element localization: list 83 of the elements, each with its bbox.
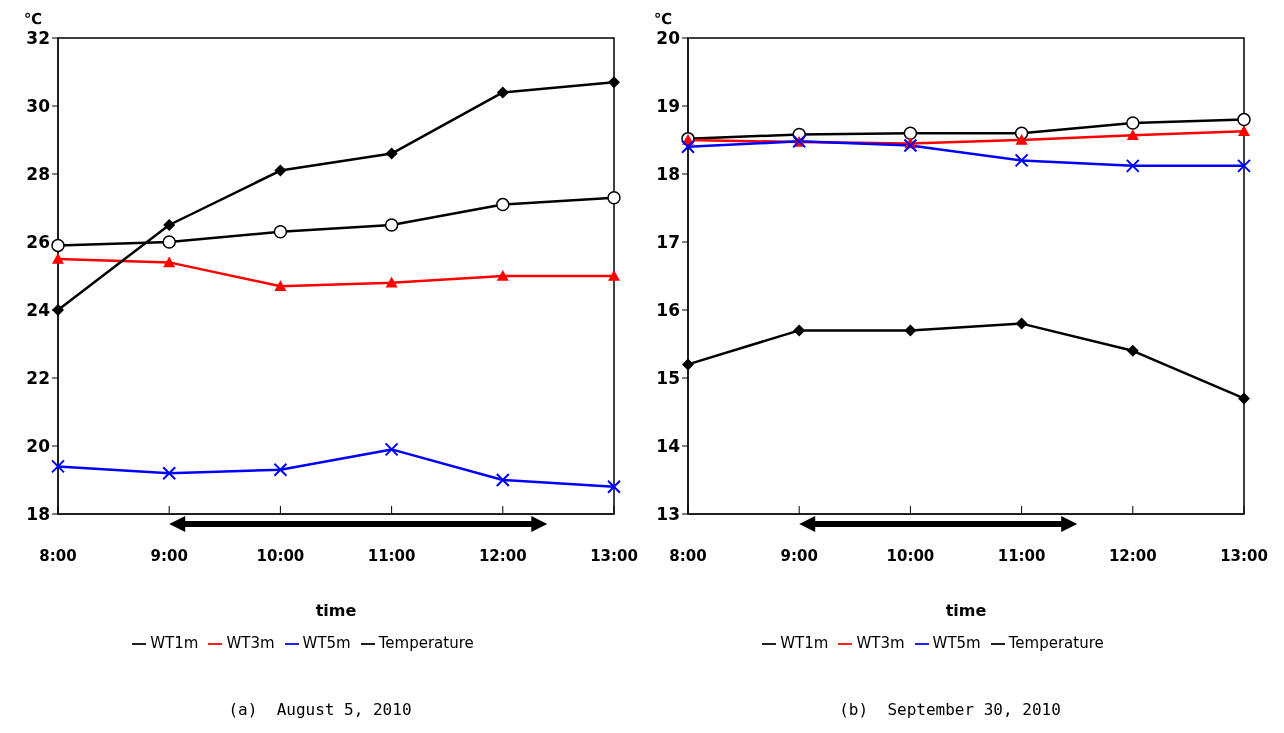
x-tick-label: 8:00 <box>669 546 707 565</box>
point <box>274 280 287 291</box>
legend-label: WT1m <box>780 634 829 652</box>
point <box>608 76 620 89</box>
point <box>1125 158 1140 173</box>
y-tick-label: 24 <box>26 300 51 321</box>
y-axis-title: ℃ <box>654 10 673 28</box>
y-axis-title: ℃ <box>24 10 43 28</box>
text: (b) September 30, 2010 <box>838 700 1062 719</box>
x-tick-label: 9:00 <box>780 546 818 565</box>
x-tick-label: 13:00 <box>1220 546 1268 565</box>
y-tick-label: 20 <box>26 436 51 457</box>
y-tick-label: 22 <box>26 368 50 389</box>
point <box>51 459 65 474</box>
y-tick-label: 14 <box>656 436 681 457</box>
y-tick-label: 15 <box>656 368 680 389</box>
point <box>273 225 288 239</box>
point <box>607 479 621 494</box>
y-tick-label: 32 <box>26 28 50 49</box>
x-tick-label: 13:00 <box>590 546 638 565</box>
point <box>793 324 806 337</box>
point <box>52 304 64 316</box>
x-tick-label: 10:00 <box>256 546 305 565</box>
point <box>681 139 695 154</box>
point <box>1126 116 1140 130</box>
x-tick-label: 10:00 <box>886 546 935 565</box>
point <box>1126 129 1139 141</box>
x-tick-label: 11:00 <box>997 546 1046 565</box>
y-tick-label: 19 <box>656 96 680 117</box>
point <box>904 324 917 337</box>
y-tick-label: 16 <box>656 300 680 321</box>
point <box>1237 112 1251 127</box>
y-tick-label: 28 <box>26 164 50 185</box>
point <box>608 270 620 281</box>
x-tick-label: 12:00 <box>1108 546 1157 565</box>
legend-label: WT1m <box>150 634 199 652</box>
point <box>1015 134 1028 145</box>
point <box>385 147 398 160</box>
x-tick-label: 8:00 <box>39 546 77 565</box>
text: (a) August 5, 2010 <box>227 700 413 719</box>
y-tick-label: 13 <box>656 504 680 525</box>
point <box>163 219 176 231</box>
point <box>1237 158 1251 173</box>
y-tick-label: 30 <box>26 96 51 117</box>
y-tick-label: 18 <box>656 164 680 185</box>
point <box>162 235 176 249</box>
point <box>1014 153 1029 168</box>
point <box>496 197 510 212</box>
point <box>496 86 509 99</box>
y-tick-label: 18 <box>26 504 50 525</box>
point <box>495 473 510 487</box>
point <box>682 358 694 371</box>
point <box>607 191 621 205</box>
legend-label: WT5m <box>932 634 981 652</box>
legend-label: WT5m <box>302 634 351 652</box>
y-tick-label: 20 <box>656 28 681 49</box>
y-tick-label: 26 <box>26 232 50 253</box>
point <box>496 270 509 281</box>
point <box>274 164 287 177</box>
point <box>903 138 918 153</box>
y-tick-label: 17 <box>656 232 680 253</box>
point <box>1015 317 1028 330</box>
x-axis-title: time <box>315 601 357 620</box>
x-axis-title: time <box>945 601 987 620</box>
point <box>52 253 64 264</box>
point <box>163 256 176 268</box>
x-tick-label: 9:00 <box>150 546 188 565</box>
legend-label: Temperature <box>1008 634 1104 652</box>
point <box>1238 125 1250 136</box>
point <box>384 218 399 232</box>
x-tick-label: 11:00 <box>367 546 416 565</box>
legend-label: Temperature <box>378 634 474 652</box>
point <box>1238 392 1250 405</box>
x-tick-label: 12:00 <box>478 546 527 565</box>
point <box>162 466 177 481</box>
point <box>273 462 288 477</box>
legend-label: WT3m <box>226 634 275 652</box>
point <box>1126 344 1139 357</box>
point <box>903 126 918 140</box>
point <box>384 442 399 457</box>
legend-label: WT3m <box>856 634 905 652</box>
point <box>51 238 65 253</box>
point <box>385 276 398 288</box>
